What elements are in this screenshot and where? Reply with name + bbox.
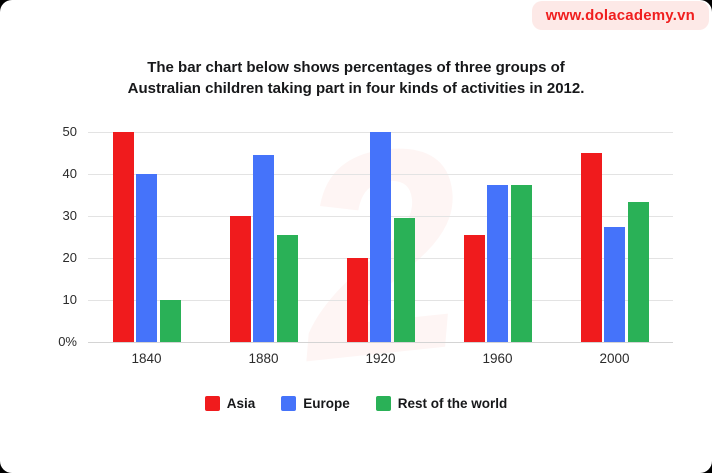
bar-asia-1840	[112, 132, 134, 342]
x-tick-label: 1840	[131, 351, 162, 366]
bar-asia-1880	[229, 216, 251, 342]
y-tick-label: 30	[62, 208, 77, 223]
y-tick-label: 40	[62, 166, 77, 181]
legend-item-asia: Asia	[204, 396, 256, 411]
bar-asia-1920	[346, 258, 368, 342]
bar-rest-of-the-world-1960	[510, 185, 532, 342]
x-tick-label: 2000	[599, 351, 630, 366]
bar-asia-1960	[463, 234, 485, 342]
site-url-badge: www.dolacademy.vn	[531, 1, 709, 30]
bar-rest-of-the-world-1840	[159, 300, 181, 342]
x-tick-label: 1920	[365, 351, 396, 366]
bar-asia-2000	[580, 153, 602, 342]
legend-label: Europe	[303, 396, 350, 411]
bar-europe-1920	[370, 132, 391, 342]
bar-europe-2000	[604, 226, 625, 342]
x-tick-label: 1880	[248, 351, 279, 366]
y-tick-label: 20	[62, 250, 77, 265]
bar-rest-of-the-world-1920	[393, 218, 415, 342]
chart-legend: Asia Europe Rest of the world	[0, 396, 712, 411]
chart-title-line2: Australian children taking part in four …	[127, 80, 585, 97]
bar-europe-1880	[253, 155, 274, 342]
legend-swatch	[204, 396, 220, 411]
bar-europe-1960	[487, 185, 508, 342]
y-tick-label: 10	[62, 292, 77, 307]
legend-label: Rest of the world	[397, 396, 508, 411]
chart-title-line1: The bar chart below shows percentages of…	[147, 59, 565, 76]
x-axis-baseline	[88, 342, 673, 343]
legend-swatch	[281, 396, 297, 411]
bar-europe-1840	[136, 174, 157, 342]
bar-rest-of-the-world-2000	[627, 202, 649, 342]
x-tick-label: 1960	[482, 351, 513, 366]
y-tick-label: 50	[62, 124, 77, 139]
y-tick-label: 0%	[58, 334, 77, 349]
legend-item-rest-of-the-world: Rest of the world	[375, 396, 508, 411]
legend-label: Asia	[226, 396, 256, 411]
bar-rest-of-the-world-1880	[276, 234, 298, 342]
legend-item-europe: Europe	[281, 396, 350, 411]
chart-title: The bar chart below shows percentages of…	[0, 57, 712, 99]
legend-swatch	[375, 396, 391, 411]
